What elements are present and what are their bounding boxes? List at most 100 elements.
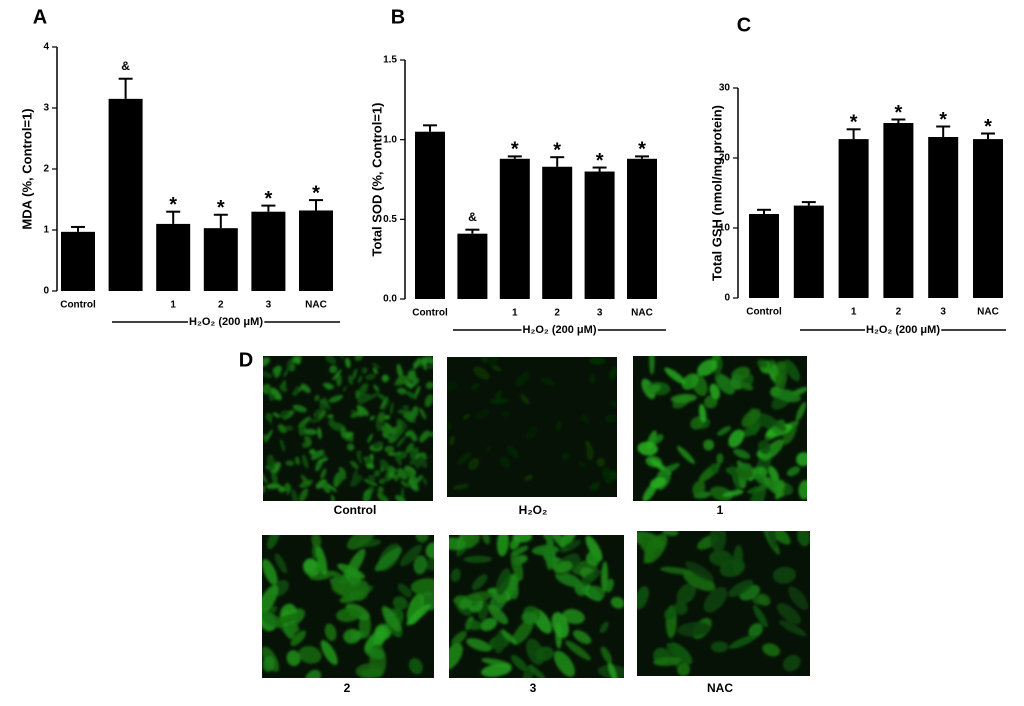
bar — [156, 223, 191, 291]
error-bar — [550, 156, 565, 167]
cell — [710, 463, 719, 474]
cell — [291, 489, 298, 501]
cell — [488, 357, 501, 366]
x-tick-label: 3 — [266, 300, 272, 311]
cell — [350, 460, 359, 470]
bar — [928, 137, 959, 298]
bar — [542, 166, 573, 299]
cell — [395, 495, 406, 501]
panel-label: A — [33, 6, 47, 28]
cell — [302, 428, 318, 436]
cell — [452, 483, 470, 490]
cell — [778, 620, 807, 637]
cell — [771, 364, 779, 376]
cell — [267, 535, 280, 550]
y-axis-label: Total SOD (%, Control=1) — [369, 103, 384, 257]
cell — [382, 398, 391, 412]
cell — [506, 445, 519, 459]
group-label-bg — [865, 323, 942, 336]
cell — [609, 399, 617, 408]
error-bar — [309, 199, 323, 211]
cell — [337, 563, 365, 579]
cell — [317, 427, 322, 440]
cell — [358, 382, 369, 397]
cell — [579, 461, 586, 468]
cell — [728, 634, 757, 649]
cell — [649, 477, 666, 489]
error-bar — [757, 208, 771, 214]
cell — [421, 357, 429, 366]
cell — [610, 596, 624, 609]
cell — [709, 550, 733, 567]
cell — [600, 646, 612, 664]
cell — [409, 447, 419, 459]
cell — [320, 468, 327, 479]
cell — [697, 359, 718, 377]
cell — [722, 489, 744, 497]
cell — [450, 568, 461, 582]
cell — [728, 579, 754, 598]
bar — [457, 233, 488, 299]
cell — [263, 370, 272, 379]
cell — [449, 537, 467, 551]
cell — [284, 482, 291, 493]
error-bar — [423, 124, 437, 132]
cell — [314, 394, 320, 402]
cell — [263, 357, 270, 367]
cell — [300, 383, 311, 394]
cell — [377, 486, 384, 494]
cell — [545, 538, 554, 571]
cell — [262, 584, 279, 615]
cell — [741, 422, 762, 438]
cells — [637, 356, 807, 501]
significance-mark: * — [638, 139, 646, 161]
cell — [728, 429, 745, 448]
cell — [411, 458, 418, 465]
y-tick-label: 1.5 — [383, 55, 397, 66]
cell — [480, 663, 512, 677]
cell — [428, 359, 433, 364]
cell — [461, 535, 481, 548]
error-bar — [261, 204, 276, 212]
cell — [362, 489, 372, 501]
cell — [698, 403, 707, 423]
cell — [774, 389, 801, 403]
cell — [482, 535, 491, 545]
cell — [510, 550, 524, 581]
cell — [345, 357, 351, 369]
cell — [279, 384, 288, 393]
cell — [279, 438, 286, 452]
cell — [357, 393, 371, 404]
cell — [637, 441, 658, 456]
cell — [400, 480, 409, 488]
cell — [413, 357, 421, 370]
cell — [643, 533, 668, 564]
cell — [741, 408, 761, 428]
bar — [838, 139, 869, 298]
micrograph-label: 3 — [530, 681, 537, 695]
x-tick-label: NAC — [305, 300, 327, 311]
cell — [422, 477, 428, 486]
cell — [660, 566, 693, 575]
bar — [108, 98, 143, 291]
cell — [515, 371, 530, 387]
cell — [475, 409, 490, 420]
x-tick-label: 2 — [896, 307, 902, 318]
cell — [402, 405, 410, 410]
cell — [295, 456, 300, 466]
cell — [354, 356, 364, 362]
cell — [644, 384, 661, 395]
cell — [263, 485, 266, 494]
bar — [203, 228, 238, 291]
cell — [378, 478, 386, 485]
cell — [602, 466, 613, 485]
cell — [637, 586, 649, 610]
cell — [662, 531, 679, 536]
cell — [683, 570, 716, 592]
cell — [748, 623, 763, 638]
cell — [365, 647, 385, 660]
error-bar — [592, 166, 607, 172]
cell — [424, 394, 433, 408]
cell — [710, 641, 729, 653]
cell — [685, 561, 714, 582]
